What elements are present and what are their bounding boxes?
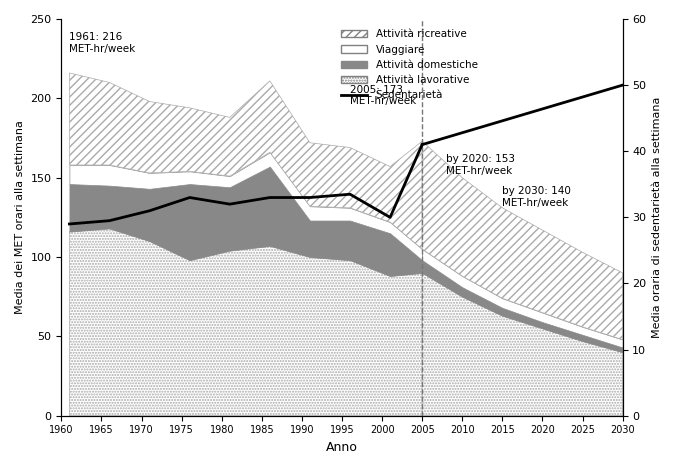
Y-axis label: Media oraria di sedentarietà alla settimana: Media oraria di sedentarietà alla settim… xyxy=(652,97,662,338)
Text: 2005: 173
MET-hr/week: 2005: 173 MET-hr/week xyxy=(350,85,416,106)
Text: by 2030: 140
MET-hr/week: by 2030: 140 MET-hr/week xyxy=(502,186,571,207)
Text: 1961: 216
MET-hr/week: 1961: 216 MET-hr/week xyxy=(70,32,135,54)
Legend: Attività ricreative, Viaggiare, Attività domestiche, Attività lavorative, Sedent: Attività ricreative, Viaggiare, Attività… xyxy=(336,24,483,106)
Text: by 2020: 153
MET-hr/week: by 2020: 153 MET-hr/week xyxy=(446,154,515,176)
Y-axis label: Media dei MET orari alla settimana: Media dei MET orari alla settimana xyxy=(15,121,25,314)
X-axis label: Anno: Anno xyxy=(326,441,358,454)
